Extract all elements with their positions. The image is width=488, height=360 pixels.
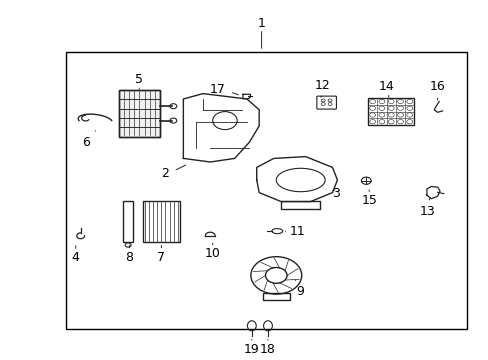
Text: 17: 17 bbox=[210, 83, 225, 96]
Bar bbox=[367, 98, 414, 125]
Text: 11: 11 bbox=[289, 225, 305, 238]
Bar bbox=[118, 90, 160, 137]
Text: 6: 6 bbox=[81, 136, 89, 149]
Bar bbox=[262, 293, 289, 300]
Text: 8: 8 bbox=[125, 251, 133, 264]
Text: 13: 13 bbox=[419, 205, 435, 218]
Text: 14: 14 bbox=[378, 80, 393, 93]
Text: 16: 16 bbox=[429, 80, 445, 93]
Text: 4: 4 bbox=[72, 251, 80, 264]
Text: 15: 15 bbox=[361, 194, 376, 207]
Bar bbox=[66, 52, 466, 329]
Text: 5: 5 bbox=[135, 73, 143, 86]
Text: 7: 7 bbox=[157, 251, 165, 264]
Text: 3: 3 bbox=[332, 187, 340, 200]
Text: 9: 9 bbox=[295, 285, 303, 298]
Text: 2: 2 bbox=[161, 167, 168, 180]
Bar bbox=[122, 201, 133, 242]
Text: 1: 1 bbox=[257, 17, 265, 30]
Bar bbox=[143, 201, 180, 242]
Text: 18: 18 bbox=[260, 343, 275, 356]
Bar bbox=[281, 201, 320, 209]
Text: 19: 19 bbox=[244, 343, 259, 356]
Text: 10: 10 bbox=[204, 247, 220, 260]
Bar bbox=[118, 90, 160, 137]
Text: 12: 12 bbox=[314, 79, 330, 92]
